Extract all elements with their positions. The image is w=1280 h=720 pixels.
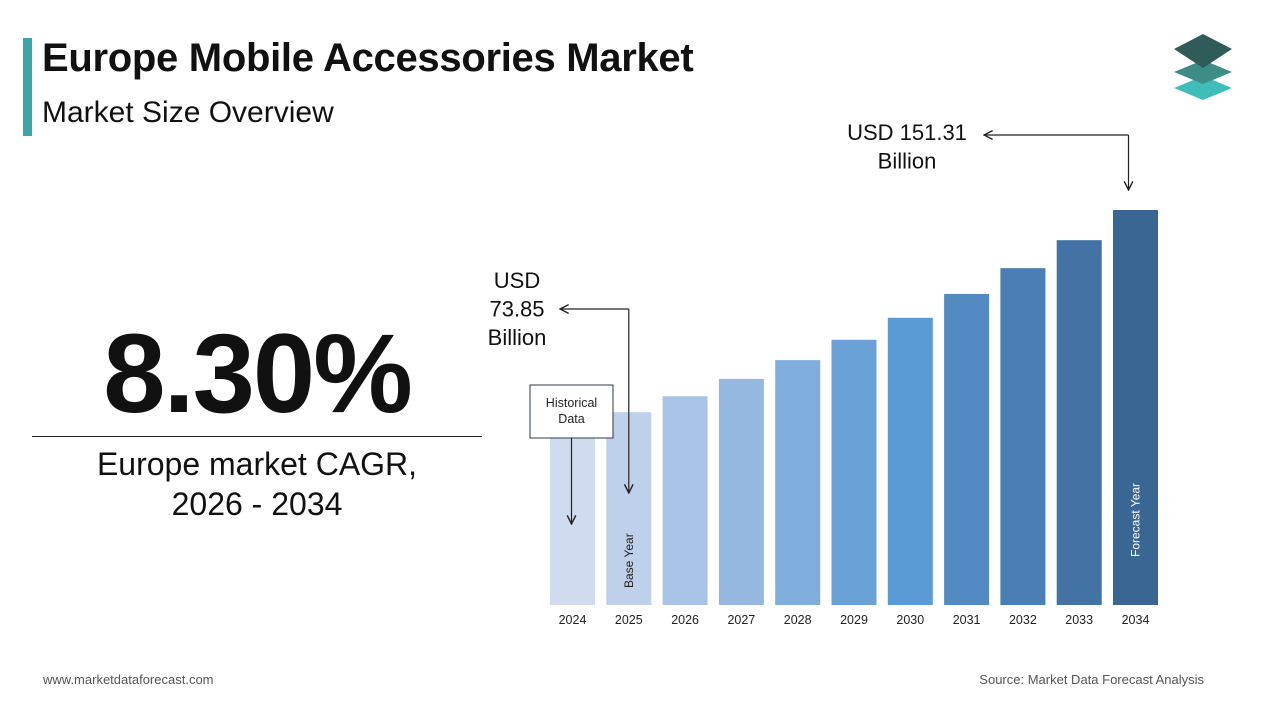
bar-2024 [550,426,595,605]
historical-data-line-1: Historical [546,396,597,410]
tick-label-2027: 2027 [727,613,755,627]
footer-source: Source: Market Data Forecast Analysis [979,672,1204,687]
final-value-line-2: Billion [878,149,937,174]
tick-label-2029: 2029 [840,613,868,627]
tick-label-2033: 2033 [1065,613,1093,627]
bar-2034 [1113,210,1158,605]
tick-label-2024: 2024 [559,613,587,627]
title-accent-bar [23,38,32,136]
cagr-label-line1: Europe market CAGR, [96,446,418,482]
bar-2028 [775,360,821,605]
stacked-layers-icon [1174,34,1232,100]
base-value-line-3: Billion [488,325,547,350]
base-value-line-1: USD [494,268,540,293]
bar-2030 [887,317,933,605]
footer-website: www.marketdataforecast.com [43,672,214,687]
bar-2029 [831,339,877,605]
forecast-year-label: Forecast Year [1129,483,1143,557]
page-title: Europe Mobile Accessories Market [42,36,694,80]
cagr-label: Europe market CAGR, 2026 - 2034 [32,444,482,524]
tick-label-2026: 2026 [671,613,699,627]
bar-chart: 2024 2025 2026 2027 2028 2029 2030 2031 2032 2033… [488,120,1158,627]
page-subtitle: Market Size Overview [42,96,334,129]
tick-label-2030: 2030 [896,613,924,627]
bar-2033 [1056,240,1102,605]
cagr-label-line2: 2026 - 2034 [171,486,343,522]
bar-2026 [662,396,708,605]
final-value-line-1: USD 151.31 [847,120,967,145]
tick-label-2034: 2034 [1122,613,1150,627]
bar-2031 [944,293,990,605]
base-year-label: Base Year [622,533,636,588]
tick-label-2032: 2032 [1009,613,1037,627]
tick-label-2028: 2028 [784,613,812,627]
bar-2032 [1000,268,1046,605]
cagr-value: 8.30% [103,311,413,436]
tick-label-2025: 2025 [615,613,643,627]
historical-data-line-2: Data [558,412,584,426]
tick-label-2031: 2031 [953,613,981,627]
bar-2027 [718,378,764,605]
base-value-line-2: 73.85 [489,297,544,322]
cagr-divider [32,436,482,437]
